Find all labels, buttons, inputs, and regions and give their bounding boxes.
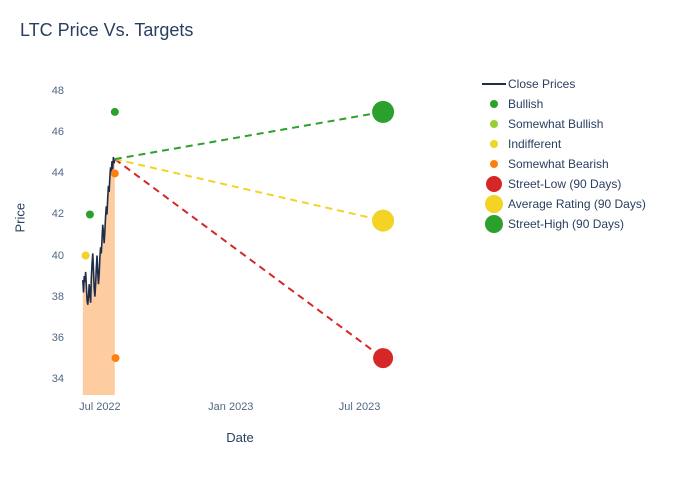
chart-container: LTC Price Vs. Targets Price 343638404244… (0, 0, 700, 500)
legend-dot-icon (480, 160, 508, 168)
legend-label: Street-High (90 Days) (508, 217, 624, 231)
y-tick: 34 (52, 373, 70, 385)
chart-area: Price 3436384042444648Jul 2022Jan 2023Ju… (20, 65, 460, 445)
x-tick: Jul 2023 (339, 395, 381, 413)
legend-label: Indifferent (508, 137, 561, 151)
plot-svg (70, 75, 440, 395)
legend-dot-icon (480, 176, 508, 192)
legend: Close Prices Bullish Somewhat Bullish Indif… (480, 74, 646, 234)
legend-dot-icon (480, 120, 508, 128)
legend-dot-icon (480, 140, 508, 148)
legend-label: Average Rating (90 Days) (508, 197, 646, 211)
legend-label: Somewhat Bullish (508, 117, 603, 131)
legend-line-icon (480, 83, 508, 85)
y-tick: 46 (52, 126, 70, 138)
legend-item[interactable]: Street-High (90 Days) (480, 214, 646, 234)
legend-item[interactable]: Bullish (480, 94, 646, 114)
legend-item[interactable]: Average Rating (90 Days) (480, 194, 646, 214)
projection-marker (372, 101, 394, 123)
legend-dot-icon (480, 195, 508, 213)
legend-label: Close Prices (508, 77, 575, 91)
analyst-dot (82, 252, 90, 260)
plot-region: 3436384042444648Jul 2022Jan 2023Jul 2023 (70, 75, 440, 395)
legend-label: Bullish (508, 97, 543, 111)
legend-dot-icon (480, 215, 508, 233)
y-tick: 44 (52, 167, 70, 179)
legend-item[interactable]: Indifferent (480, 134, 646, 154)
projection-marker (372, 210, 394, 232)
legend-item[interactable]: Somewhat Bearish (480, 154, 646, 174)
legend-item[interactable]: Somewhat Bullish (480, 114, 646, 134)
y-tick: 38 (52, 291, 70, 303)
analyst-dot (111, 108, 119, 116)
legend-label: Street-Low (90 Days) (508, 177, 621, 191)
analyst-dot (86, 210, 94, 218)
analyst-dot (112, 354, 120, 362)
legend-label: Somewhat Bearish (508, 157, 609, 171)
x-tick: Jan 2023 (208, 395, 253, 413)
legend-item[interactable]: Close Prices (480, 74, 646, 94)
projection-marker (373, 348, 393, 368)
projection-line (115, 112, 383, 159)
legend-item[interactable]: Street-Low (90 Days) (480, 174, 646, 194)
x-axis-label: Date (226, 430, 253, 445)
y-tick: 36 (52, 332, 70, 344)
chart-title: LTC Price Vs. Targets (20, 20, 680, 41)
y-axis-label: Price (13, 203, 28, 233)
y-tick: 42 (52, 208, 70, 220)
x-tick: Jul 2022 (79, 395, 121, 413)
legend-dot-icon (480, 100, 508, 108)
y-tick: 40 (52, 250, 70, 262)
analyst-dot (111, 169, 119, 177)
y-tick: 48 (52, 85, 70, 97)
